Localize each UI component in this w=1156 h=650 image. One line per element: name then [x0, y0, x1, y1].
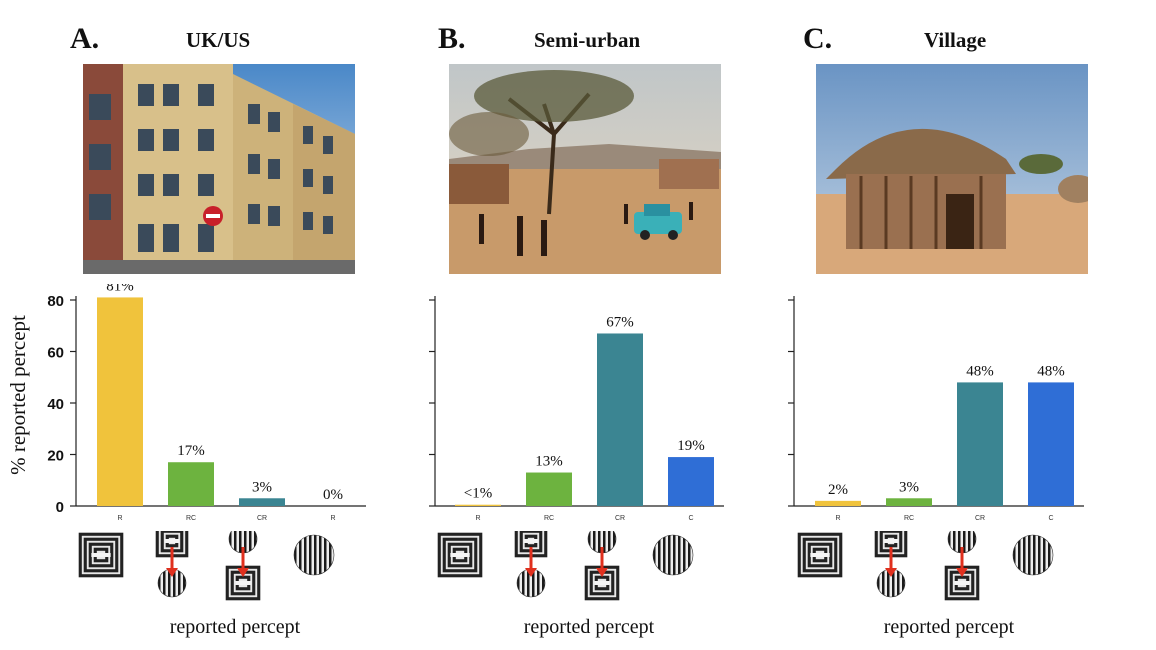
bar-r	[455, 504, 501, 506]
category-tick-label: RC	[186, 515, 196, 522]
circle-stimulus-icon	[587, 531, 617, 554]
category-tick-label: R	[330, 515, 335, 522]
panel-c: C. Village 2% R 3% RC 48% CR 48% C reported per…	[770, 0, 1156, 650]
category-tick-label: CR	[257, 515, 267, 522]
bar-r	[97, 297, 143, 506]
bar-value-label: 19%	[677, 438, 705, 454]
y-tick-label: 60	[47, 345, 64, 362]
category-tick-label: RC	[544, 515, 554, 522]
panel-title: Village	[924, 28, 987, 52]
category-tick-label: C	[1048, 515, 1053, 522]
town-street-photo	[449, 64, 721, 274]
panel-title: Semi-urban	[534, 28, 641, 52]
category-tick-label: CR	[975, 515, 985, 522]
circle-stimulus-icon	[947, 531, 977, 554]
x-axis-label: reported percept	[523, 616, 655, 638]
circle-stimulus-icon	[516, 568, 546, 598]
y-tick-label: 0	[56, 499, 64, 516]
bar-value-label: 17%	[177, 443, 205, 459]
circle-stimulus-icon	[293, 534, 335, 576]
bar-cr	[239, 498, 285, 506]
panel-title: UK/US	[186, 28, 251, 52]
bar-c	[668, 457, 714, 506]
rectangle-stimulus-icon	[797, 532, 843, 578]
bar-rc	[886, 498, 932, 506]
bar-chart-b: <1% R 13% RC 67% CR 19% C	[429, 296, 724, 522]
rectangle-stimulus-icon	[78, 532, 124, 578]
panel-b: B. Semi-urban	[385, 0, 770, 650]
bar-value-label: 81%	[106, 284, 134, 294]
bar-r	[815, 500, 861, 506]
bar-chart-a: 0 20 40 60 80 81% R 17% RC 3% CR 0% R	[47, 284, 366, 522]
category-tick-label: R	[475, 515, 480, 522]
y-tick-label: 40	[47, 396, 64, 413]
y-tick-label: 80	[47, 293, 64, 310]
y-tick-label: 20	[47, 448, 64, 465]
bar-value-label: 48%	[966, 363, 994, 379]
x-axis-label: reported percept	[883, 616, 1015, 638]
bar-cr	[597, 333, 643, 506]
bar-value-label: 0%	[323, 487, 343, 503]
circle-stimulus-icon	[228, 531, 258, 554]
thatched-hut-photo	[816, 64, 1088, 274]
x-axis-label: reported percept	[169, 616, 301, 638]
bar-c	[1028, 382, 1074, 506]
circle-stimulus-icon	[157, 568, 187, 598]
bar-value-label: 2%	[828, 482, 848, 498]
apartment-building-photo	[83, 64, 355, 274]
category-tick-label: R	[117, 515, 122, 522]
panel-letter: B.	[438, 22, 466, 55]
category-tick-label: RC	[904, 515, 914, 522]
rectangle-stimulus-icon	[437, 532, 483, 578]
bar-value-label: 3%	[252, 479, 272, 495]
bar-value-label: <1%	[464, 486, 492, 502]
category-tick-label: R	[835, 515, 840, 522]
bar-rc	[168, 462, 214, 506]
panel-letter: C.	[803, 22, 833, 55]
panel-a: A. UK/US	[0, 0, 385, 650]
rectangle-stimulus-icon	[514, 531, 548, 558]
circle-stimulus-icon	[1012, 534, 1054, 576]
bar-value-label: 67%	[606, 314, 634, 330]
circle-stimulus-icon	[876, 568, 906, 598]
bar-cr	[957, 382, 1003, 506]
panel-letter: A.	[70, 22, 100, 55]
rectangle-stimulus-icon	[584, 565, 620, 601]
bar-value-label: 3%	[899, 479, 919, 495]
circle-stimulus-icon	[652, 534, 694, 576]
bar-chart-c: 2% R 3% RC 48% CR 48% C	[788, 296, 1084, 522]
bar-rc	[526, 472, 572, 506]
bar-value-label: 13%	[535, 454, 563, 470]
category-tick-label: CR	[615, 515, 625, 522]
bar-value-label: 48%	[1037, 363, 1065, 379]
category-tick-label: C	[688, 515, 693, 522]
